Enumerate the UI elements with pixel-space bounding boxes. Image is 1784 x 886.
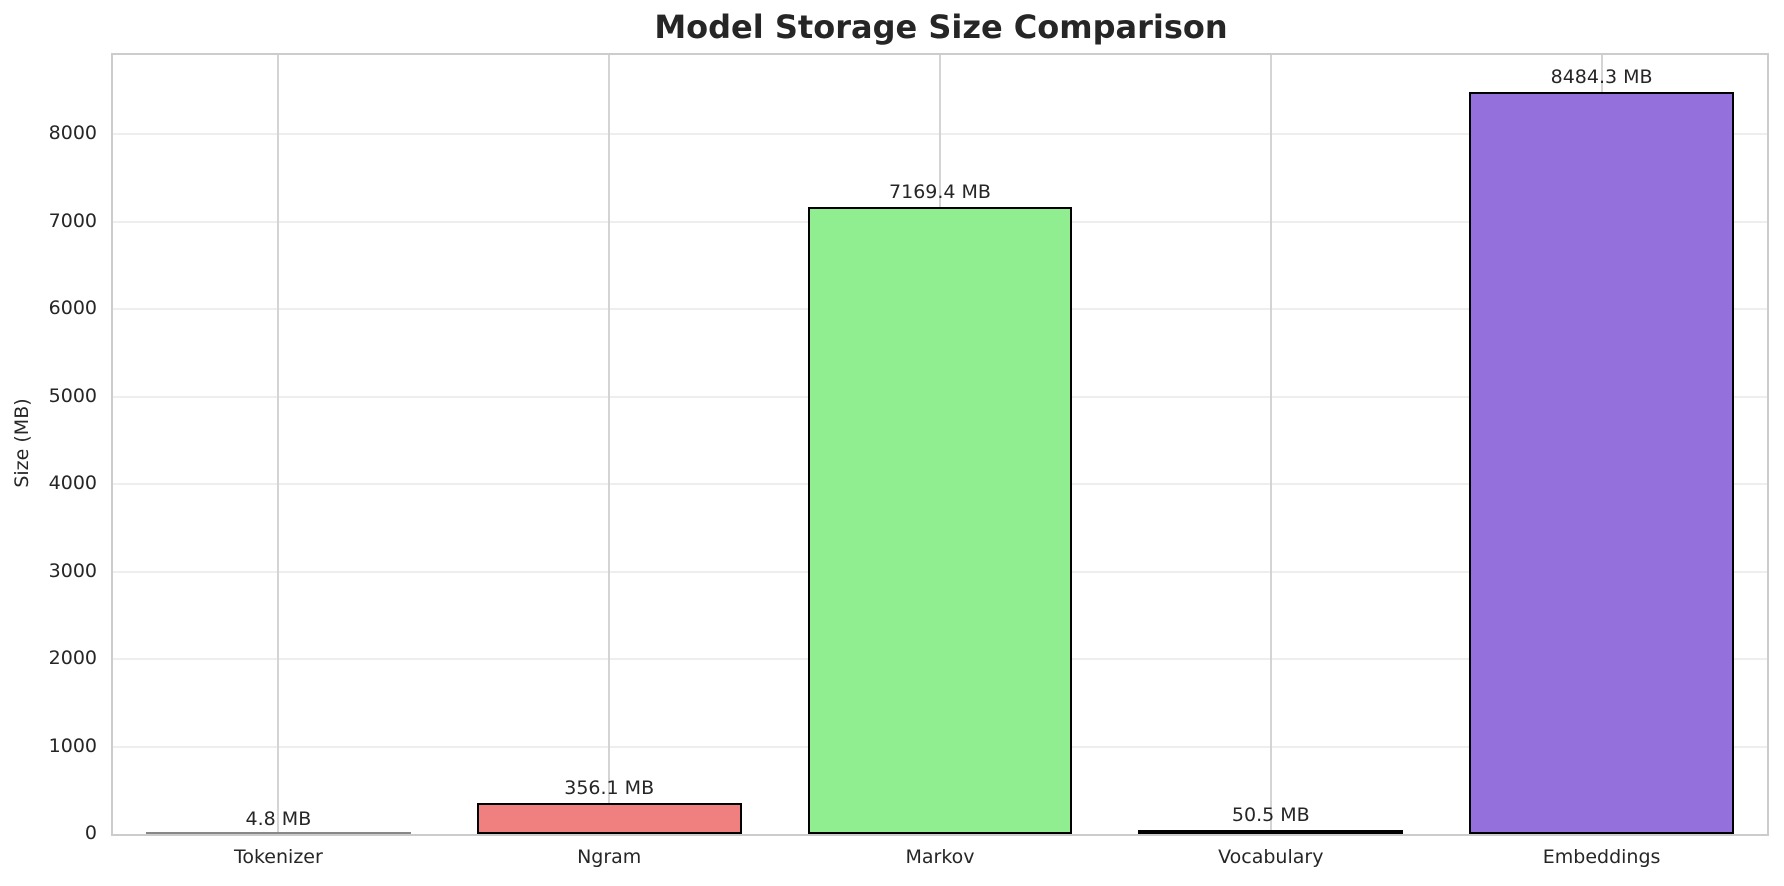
y-tick-label: 7000 xyxy=(48,209,97,232)
x-gridline xyxy=(277,55,280,834)
x-tick-label: Embeddings xyxy=(1542,846,1661,868)
bar-tokenizer xyxy=(146,832,411,834)
y-tick-label: 2000 xyxy=(48,647,97,670)
y-tick-label: 0 xyxy=(84,822,97,844)
y-tick-label: 8000 xyxy=(48,122,97,145)
plot-area: 4.8 MB 356.1 MB 7169.4 MB 50.5 MB 8484.3 MB xyxy=(111,53,1769,836)
x-tick-label: Vocabulary xyxy=(1218,846,1324,868)
x-tick-label: Markov xyxy=(905,846,975,868)
y-tick-label: 6000 xyxy=(48,297,97,320)
x-gridline xyxy=(608,55,611,834)
bar-value-label: 356.1 MB xyxy=(564,776,655,799)
y-tick-label: 4000 xyxy=(48,472,97,495)
bar-ngram xyxy=(476,802,742,834)
x-tick-label: Ngram xyxy=(577,846,642,868)
bar-embeddings xyxy=(1469,92,1734,834)
y-tick-label: 5000 xyxy=(48,384,97,407)
chart-title: Model Storage Size Comparison xyxy=(654,8,1228,46)
bar-value-label: 50.5 MB xyxy=(1231,803,1310,826)
y-tick-label: 3000 xyxy=(48,559,97,582)
y-tick-label: 1000 xyxy=(48,734,97,757)
bar-value-label: 8484.3 MB xyxy=(1550,66,1653,89)
bar-value-label: 4.8 MB xyxy=(245,807,312,830)
bar-markov xyxy=(807,207,1073,834)
x-gridline xyxy=(1269,55,1272,834)
bar-value-label: 7169.4 MB xyxy=(889,181,991,204)
bar-vocabulary xyxy=(1138,829,1404,834)
x-tick-label: Tokenizer xyxy=(233,846,323,868)
